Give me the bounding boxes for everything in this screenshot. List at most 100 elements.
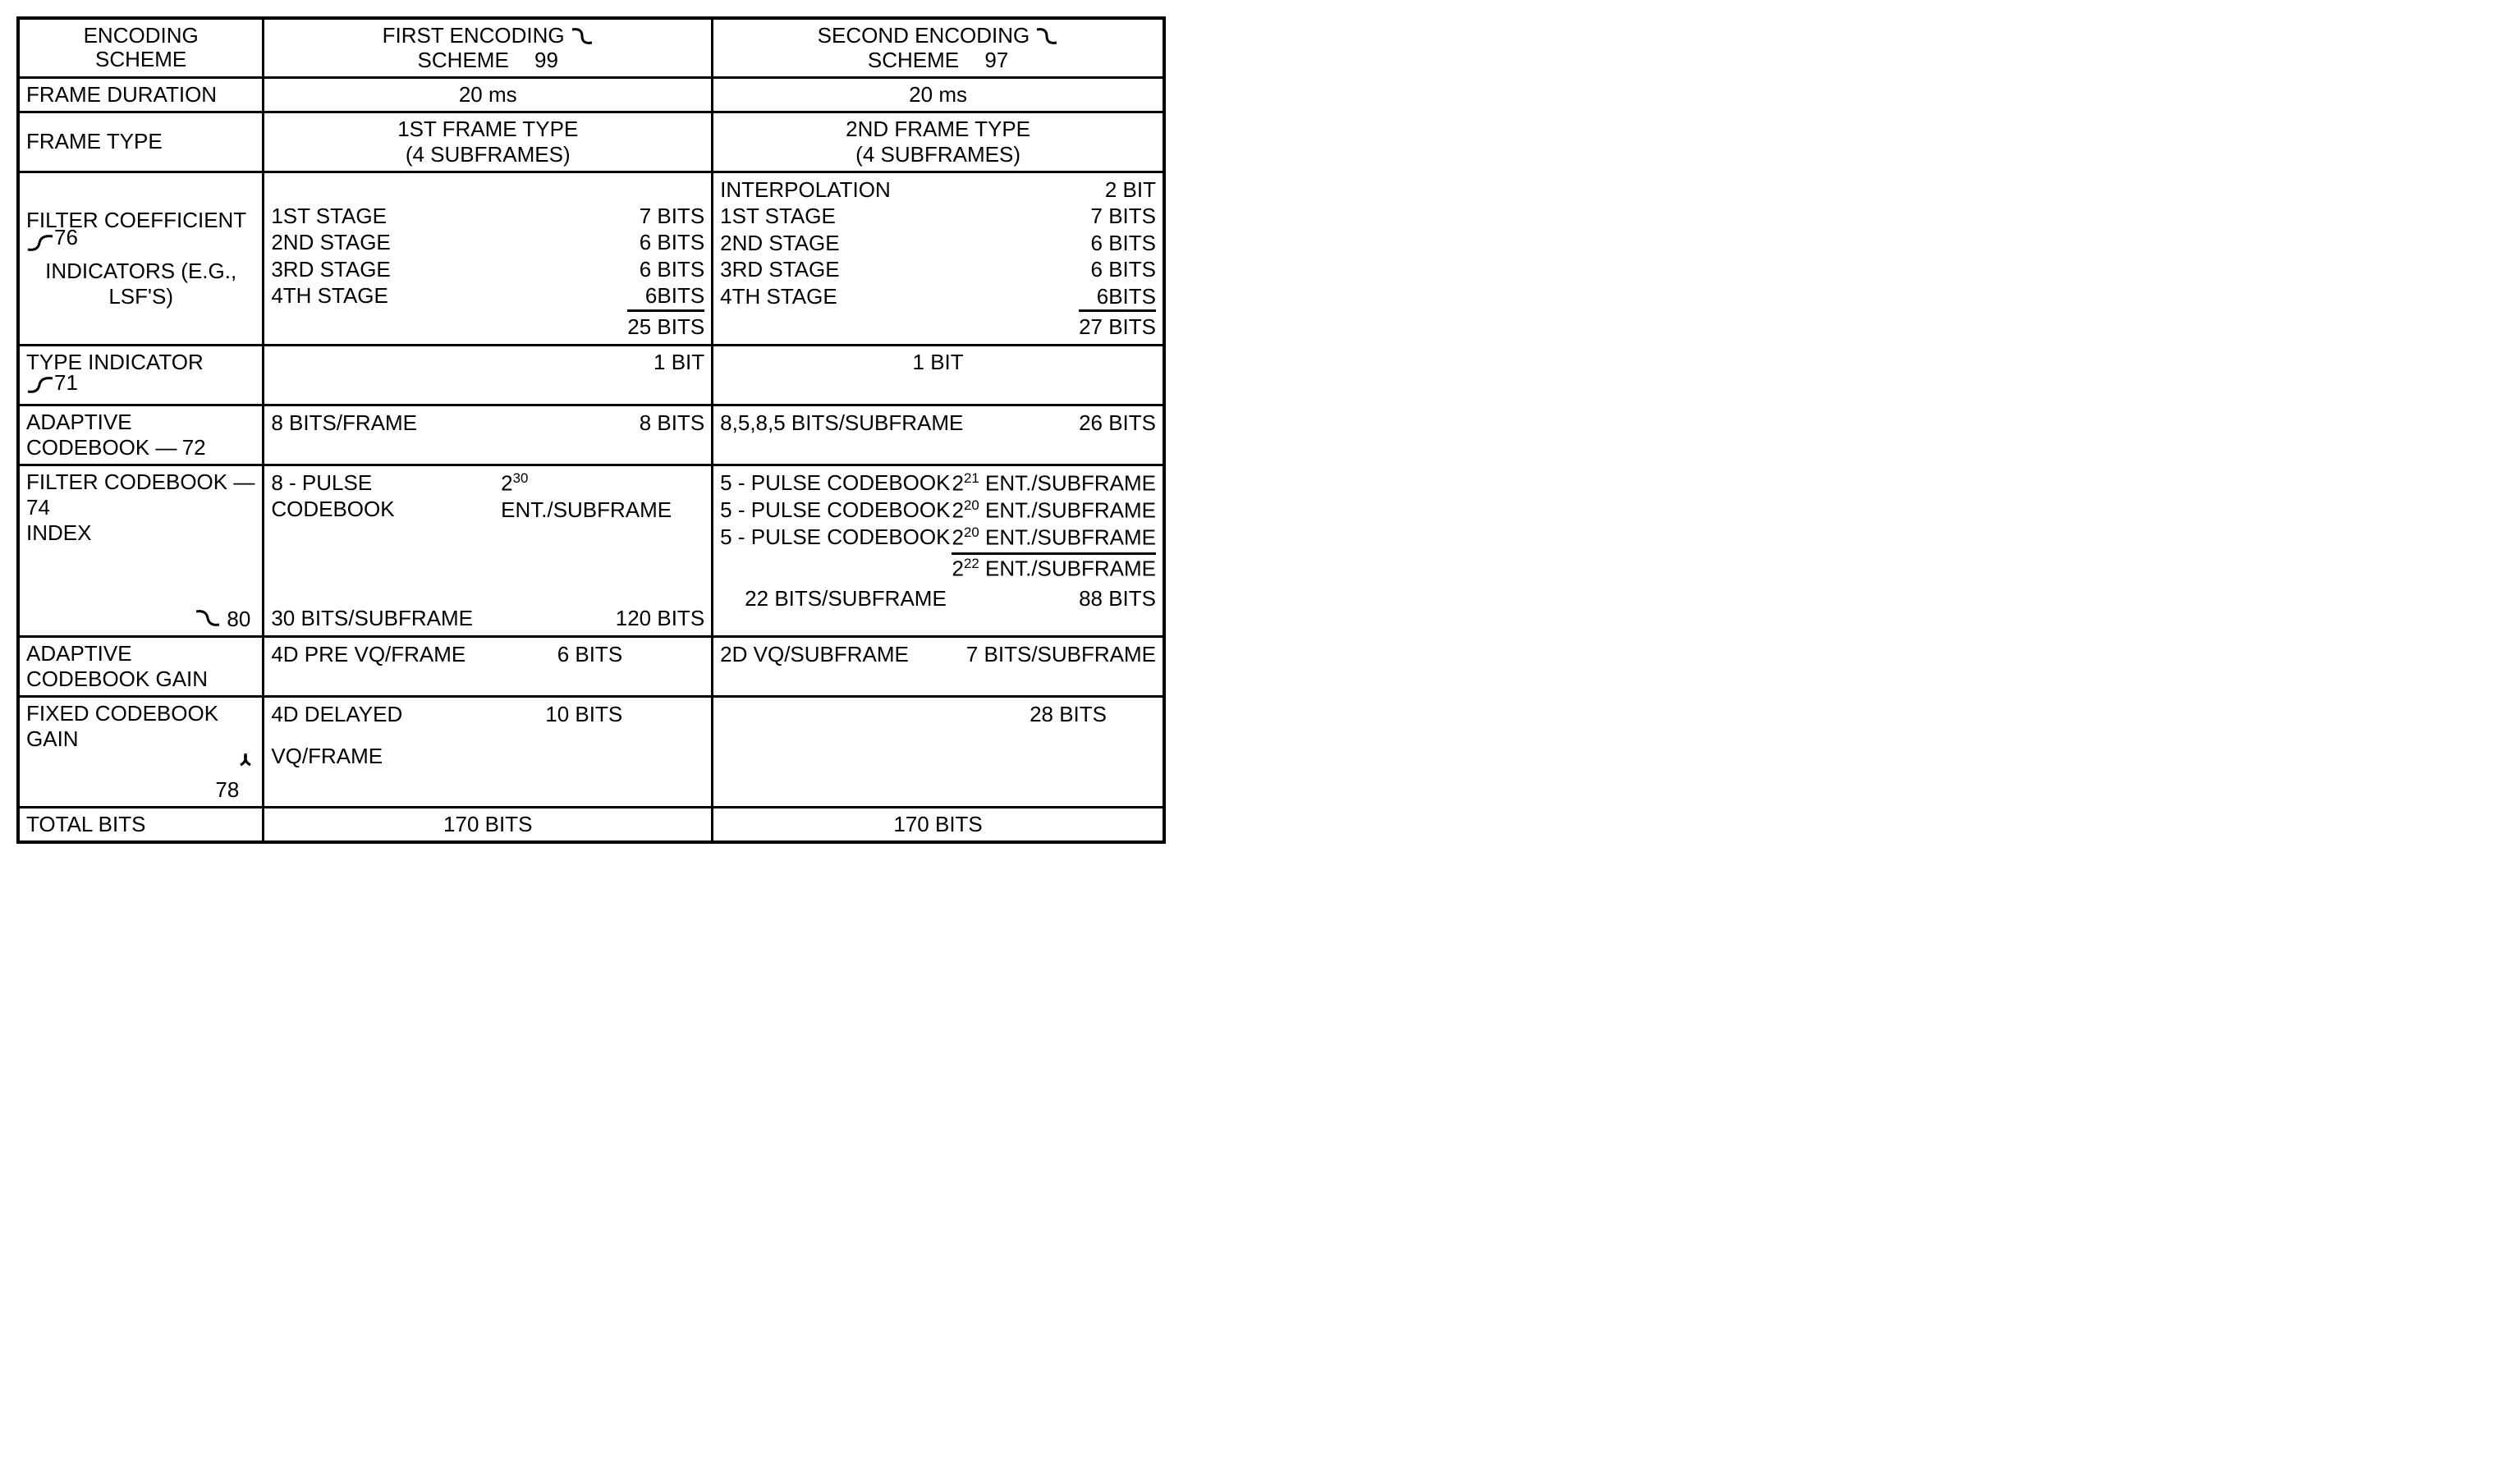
acb-v2l: 8,5,8,5 BITS/SUBFRAME xyxy=(720,410,963,437)
stage-left: INTERPOLATION xyxy=(720,176,891,204)
hdr-c0-l1: ENCODING xyxy=(84,23,199,48)
frame-type-v1b: (4 SUBFRAMES) xyxy=(406,142,571,167)
fcb-c1-bot-l: 30 BITS/SUBFRAME xyxy=(271,605,473,632)
stage-line: 25 BITS xyxy=(271,309,704,341)
leader-icon xyxy=(196,608,221,628)
fg-v2r: 28 BITS xyxy=(1030,701,1156,728)
stage-left: 3RD STAGE xyxy=(720,256,839,283)
fcb-c2-bot-l: 22 BITS/SUBFRAME xyxy=(720,585,947,612)
fg-v1r: 10 BITS xyxy=(545,701,704,728)
adaptive-codebook-v2: 8,5,8,5 BITS/SUBFRAME 26 BITS xyxy=(713,406,1163,464)
ag-v1r: 6 BITS xyxy=(557,641,704,668)
type-indicator-label: TYPE INDICATOR 71 xyxy=(20,346,264,404)
fixed-gain-v1: 4D DELAYED 10 BITS VQ/FRAME xyxy=(264,698,713,806)
frame-type-label: FRAME TYPE xyxy=(20,113,264,171)
fixed-gain-text: FIXED CODEBOOK GAIN xyxy=(26,701,255,752)
filter-codebook-row: FILTER CODEBOOK — 74 INDEX 80 8 - PULSE … xyxy=(20,466,1163,638)
frame-type-v2: 2ND FRAME TYPE (4 SUBFRAMES) xyxy=(713,113,1163,171)
header-row: ENCODING SCHEME FIRST ENCODING SCHEME 99… xyxy=(20,20,1163,79)
frame-type-v1a: 1ST FRAME TYPE xyxy=(397,117,578,141)
hdr-c0-l2: SCHEME xyxy=(95,47,186,71)
fixed-gain-label: FIXED CODEBOOK GAIN 78 xyxy=(20,698,264,806)
stage-left: 2ND STAGE xyxy=(271,229,390,256)
leader-icon xyxy=(1035,26,1058,46)
filter-codebook-l2: INDEX xyxy=(26,520,255,546)
total-v2: 170 BITS xyxy=(713,808,1163,840)
filter-coef-col2: INTERPOLATION 2 BIT1ST STAGE7 BITS2ND STA… xyxy=(713,173,1163,344)
stage-left: 2ND STAGE xyxy=(720,230,839,257)
fcb-line: 222 ENT./SUBFRAME xyxy=(720,555,1156,582)
fcb-left: 5 - PULSE CODEBOOK xyxy=(720,524,950,555)
fcb-line: 5 - PULSE CODEBOOK220 ENT./SUBFRAME xyxy=(720,497,1156,524)
total-v1: 170 BITS xyxy=(264,808,713,840)
fcb-c1-bot-r: 120 BITS xyxy=(616,605,704,632)
hdr-c1-l2: SCHEME xyxy=(418,48,509,72)
ref-74: 74 xyxy=(26,495,50,520)
fg-v1l1: 4D DELAYED xyxy=(271,701,402,728)
stage-right: 6 BITS xyxy=(1091,256,1156,283)
adaptive-codebook-label: ADAPTIVE CODEBOOK — 72 xyxy=(20,406,264,464)
stage-right: 25 BITS xyxy=(627,309,704,341)
stage-left: 4TH STAGE xyxy=(720,283,837,310)
adaptive-gain-v2: 2D VQ/SUBFRAME 7 BITS/SUBFRAME xyxy=(713,638,1163,695)
fixed-gain-row: FIXED CODEBOOK GAIN 78 4D DELAYED 10 BIT… xyxy=(20,698,1163,808)
header-col2: SECOND ENCODING SCHEME 97 xyxy=(713,20,1163,76)
adaptive-gain-row: ADAPTIVE CODEBOOK GAIN 4D PRE VQ/FRAME 6… xyxy=(20,638,1163,698)
total-row: TOTAL BITS 170 BITS 170 BITS xyxy=(20,808,1163,840)
fcb-c2-bot-r: 88 BITS xyxy=(1079,585,1156,612)
fixed-gain-v2: 28 BITS xyxy=(713,698,1163,806)
adaptive-codebook-text: ADAPTIVE CODEBOOK xyxy=(26,410,149,460)
frame-type-v2b: (4 SUBFRAMES) xyxy=(855,142,1020,167)
ag-v2l: 2D VQ/SUBFRAME xyxy=(720,641,909,668)
fcb-left: 5 - PULSE CODEBOOK xyxy=(720,497,950,524)
stage-line: 1ST STAGE7 BITS xyxy=(271,203,704,230)
filter-coef-l3: LSF'S) xyxy=(26,284,255,309)
type-indicator-row: TYPE INDICATOR 71 1 BIT 1 BIT xyxy=(20,346,1163,406)
frame-duration-label: FRAME DURATION xyxy=(20,79,264,111)
stage-left: 4TH STAGE xyxy=(271,282,388,309)
stage-line: 1ST STAGE7 BITS xyxy=(720,203,1156,230)
fcb-right: 221 ENT./SUBFRAME xyxy=(952,469,1156,497)
frame-duration-v2: 20 ms xyxy=(713,79,1163,111)
filter-codebook-label: FILTER CODEBOOK — 74 INDEX 80 xyxy=(20,466,264,635)
stage-left: 1ST STAGE xyxy=(720,203,836,230)
fcb-c1-top-l: 8 - PULSE CODEBOOK xyxy=(271,469,501,524)
frame-type-v1: 1ST FRAME TYPE (4 SUBFRAMES) xyxy=(264,113,713,171)
filter-coef-l2: INDICATORS (E.G., xyxy=(26,259,255,284)
stage-line: 3RD STAGE 6 BITS xyxy=(720,256,1156,283)
stage-right: 2 BIT xyxy=(1105,176,1156,204)
filter-coef-label: FILTER COEFFICIENT 76 INDICATORS (E.G., … xyxy=(20,173,264,344)
fcb-line: 5 - PULSE CODEBOOK220 ENT./SUBFRAME xyxy=(720,524,1156,555)
stage-right: 27 BITS xyxy=(1079,309,1156,341)
stage-line: INTERPOLATION 2 BIT xyxy=(720,176,1156,204)
filter-codebook-l1: FILTER CODEBOOK xyxy=(26,469,227,494)
total-label: TOTAL BITS xyxy=(20,808,264,840)
leader-icon xyxy=(26,375,54,395)
fcb-left: 5 - PULSE CODEBOOK xyxy=(720,469,950,497)
filter-coef-col1: 1ST STAGE7 BITS2ND STAGE6 BITS3RD STAGE6… xyxy=(264,173,713,344)
stage-right: 6 BITS xyxy=(640,256,704,283)
ag-v2r: 7 BITS/SUBFRAME xyxy=(966,641,1156,668)
stage-left: 1ST STAGE xyxy=(271,203,387,230)
stage-line: 27 BITS xyxy=(720,309,1156,341)
frame-duration-row: FRAME DURATION 20 ms 20 ms xyxy=(20,79,1163,113)
fcb-line: 5 - PULSE CODEBOOK221 ENT./SUBFRAME xyxy=(720,469,1156,497)
frame-type-v2a: 2ND FRAME TYPE xyxy=(846,117,1030,141)
header-col1: FIRST ENCODING SCHEME 99 xyxy=(264,20,713,76)
fcb-right: 220 ENT./SUBFRAME xyxy=(952,497,1156,524)
hdr-c1-l1: FIRST ENCODING xyxy=(383,23,565,48)
stage-right: 6BITS xyxy=(1097,283,1156,310)
ref-99: 99 xyxy=(534,48,558,72)
leader-icon xyxy=(26,233,54,253)
stage-line: 2ND STAGE6 BITS xyxy=(271,229,704,256)
stage-line: 4TH STAGE 6BITS xyxy=(720,283,1156,310)
filter-coef-row: FILTER COEFFICIENT 76 INDICATORS (E.G., … xyxy=(20,173,1163,346)
fg-v1l2: VQ/FRAME xyxy=(271,744,704,769)
encoding-scheme-table: ENCODING SCHEME FIRST ENCODING SCHEME 99… xyxy=(16,16,1166,844)
type-indicator-v1: 1 BIT xyxy=(264,346,713,404)
filter-codebook-v2: 5 - PULSE CODEBOOK221 ENT./SUBFRAME5 - P… xyxy=(713,466,1163,635)
ref-97: 97 xyxy=(984,48,1008,72)
stage-line: 2ND STAGE6 BITS xyxy=(720,230,1156,257)
acb-v2r: 26 BITS xyxy=(1079,410,1156,437)
adaptive-gain-label: ADAPTIVE CODEBOOK GAIN xyxy=(20,638,264,695)
